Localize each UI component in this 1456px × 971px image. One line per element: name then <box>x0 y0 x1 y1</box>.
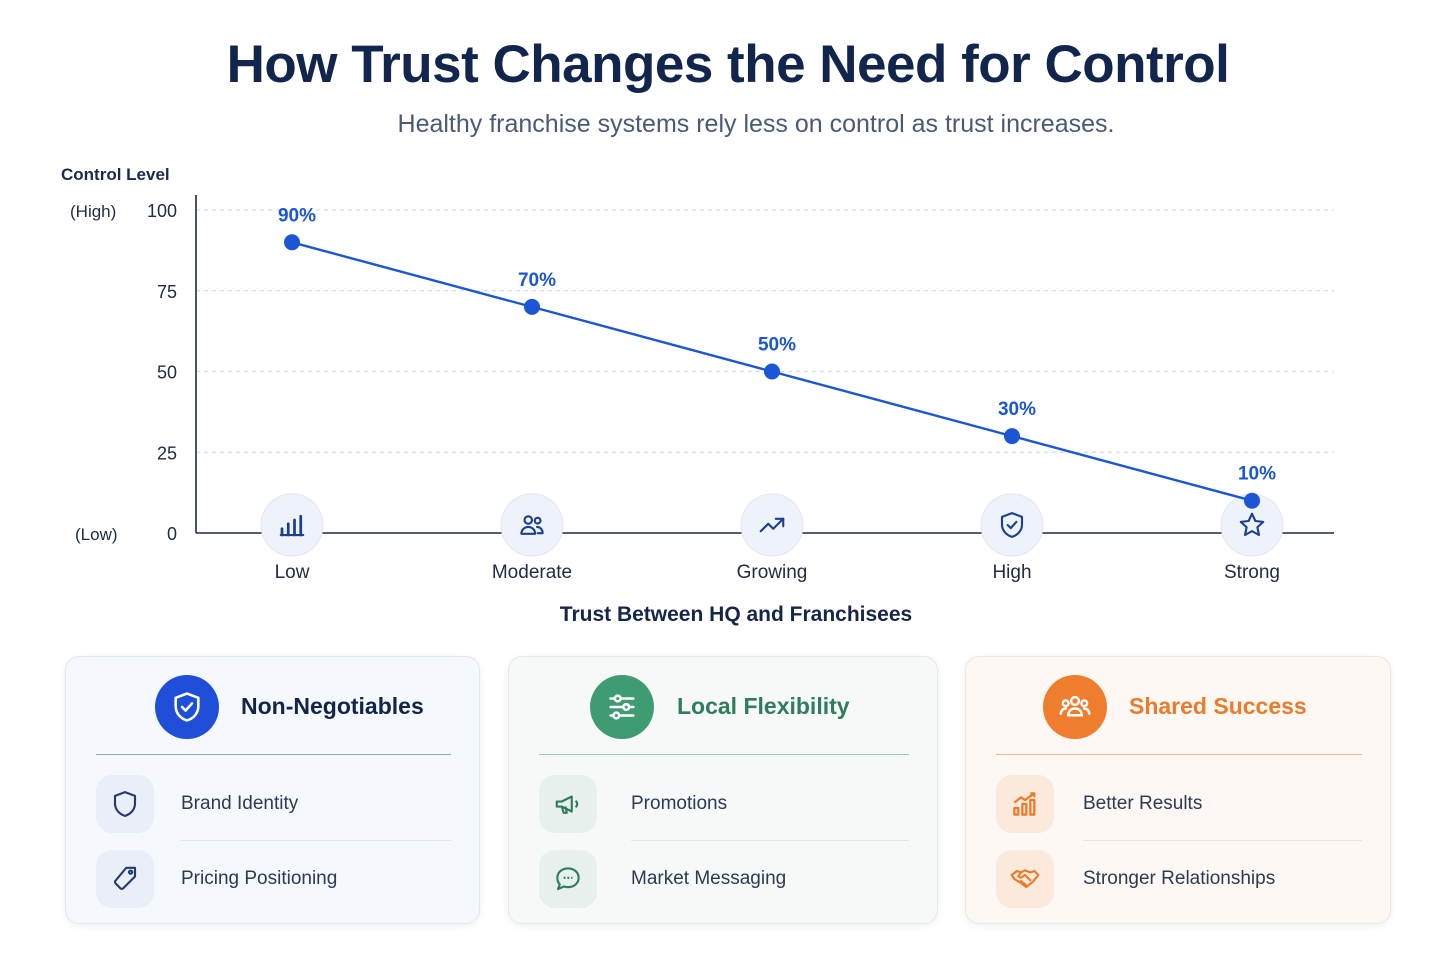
data-label: 50% <box>758 335 796 356</box>
y-tick-label: 75 <box>157 282 177 302</box>
list-item-label: Pricing Positioning <box>181 868 338 889</box>
data-label: 70% <box>518 270 556 291</box>
shield-check-icon <box>1000 512 1024 538</box>
category-icon-disc <box>260 493 324 557</box>
data-label: 10% <box>1238 464 1276 485</box>
card-shared-success: Shared Success Better Results Stronger R… <box>965 656 1391 924</box>
list-item-label: Better Results <box>1083 793 1203 814</box>
star-icon <box>1239 512 1265 537</box>
page-title: How Trust Changes the Need for Control <box>226 35 1230 94</box>
list-item: Market Messaging <box>509 850 937 910</box>
x-tick-label: Strong <box>1224 562 1280 583</box>
page-subtitle: Healthy franchise systems rely less on c… <box>397 110 1115 138</box>
sliders-icon <box>590 675 654 739</box>
data-point <box>764 363 780 380</box>
card-local-flexibility: Local Flexibility Promotions Market Mess… <box>508 656 938 924</box>
chat-bubble-icon <box>539 850 597 908</box>
bar-chart-icon <box>279 514 305 537</box>
y-tick-label: 100 <box>147 201 177 221</box>
data-point <box>524 298 540 315</box>
list-item: Better Results <box>966 775 1390 835</box>
x-tick-label: Growing <box>737 562 808 583</box>
handshake-icon <box>996 850 1054 908</box>
list-item: Stronger Relationships <box>966 850 1390 910</box>
list-item-label: Stronger Relationships <box>1083 868 1276 889</box>
control-vs-trust-chart: Control Level 100 75 50 25 0 (High) (Low) Low Mod… <box>61 165 1334 583</box>
list-item: Pricing Positioning <box>66 850 479 910</box>
data-point <box>1244 492 1260 509</box>
list-item-label: Brand Identity <box>181 793 299 814</box>
y-high-label: (High) <box>70 202 116 221</box>
card-title: Local Flexibility <box>677 693 850 719</box>
tag-icon <box>96 850 154 908</box>
x-tick-label: Moderate <box>492 562 572 583</box>
y-tick-label: 25 <box>157 443 177 463</box>
row-divider <box>631 840 909 841</box>
row-divider <box>1083 840 1362 841</box>
card-divider <box>996 754 1362 755</box>
y-axis-title: Control Level <box>61 165 170 184</box>
x-tick-label: High <box>992 562 1031 583</box>
megaphone-icon <box>539 775 597 833</box>
y-low-label: (Low) <box>75 525 118 544</box>
data-label: 30% <box>998 399 1036 420</box>
data-point <box>1004 428 1020 445</box>
team-icon <box>1043 675 1107 739</box>
y-tick-label: 50 <box>157 363 177 383</box>
shield-icon <box>96 775 154 833</box>
list-item-label: Promotions <box>631 793 728 814</box>
list-item: Promotions <box>509 775 937 835</box>
data-point <box>284 234 300 251</box>
users-icon <box>520 515 544 535</box>
list-item: Brand Identity <box>66 775 479 835</box>
x-tick-label: Low <box>275 562 310 583</box>
card-title: Shared Success <box>1129 693 1307 719</box>
list-item-label: Market Messaging <box>631 868 787 889</box>
card-title: Non-Negotiables <box>241 693 424 719</box>
category-icon-disc <box>740 493 804 557</box>
card-divider <box>539 754 909 755</box>
x-axis-title: Trust Between HQ and Franchisees <box>559 603 913 626</box>
data-label: 90% <box>278 205 316 226</box>
row-divider <box>181 840 451 841</box>
category-icon-disc <box>980 493 1044 557</box>
card-non-negotiables: Non-Negotiables Brand Identity Pricing P… <box>65 656 480 924</box>
card-divider <box>96 754 451 755</box>
trend-up-icon <box>759 517 785 533</box>
shield-check-icon <box>155 675 219 739</box>
category-icon-disc <box>500 493 564 557</box>
y-tick-label: 0 <box>167 524 177 544</box>
growth-chart-icon <box>996 775 1054 833</box>
